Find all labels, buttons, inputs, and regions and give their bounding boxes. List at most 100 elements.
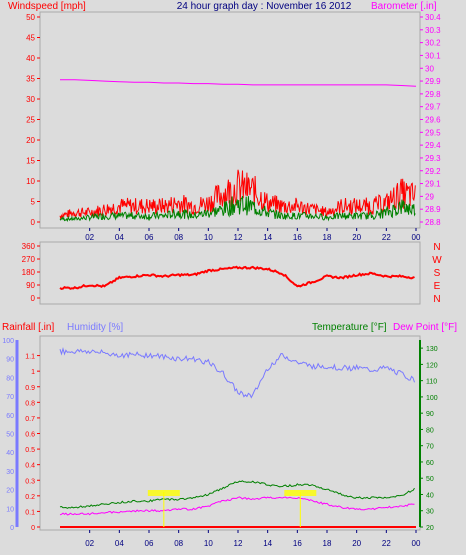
- wind-time-tick: 04: [115, 233, 124, 242]
- direction-ytick-label: 90: [26, 281, 35, 290]
- climate-time-tick: 20: [352, 539, 361, 548]
- direction-ytick-label: 180: [22, 268, 36, 277]
- rain-ytick-label: 0.5: [25, 447, 35, 454]
- baro-ytick-label: 29.7: [425, 103, 441, 112]
- chart-marks-layer: 0510152025303540455028.828.92929.129.229…: [2, 13, 442, 548]
- humidity-ytick-label: 80: [6, 375, 14, 382]
- wind-time-tick: 02: [85, 233, 94, 242]
- climate-time-tick: 22: [382, 539, 391, 548]
- direction-ytick-label: 360: [22, 242, 36, 251]
- temp-ytick-label: 50: [426, 476, 434, 483]
- baro-ytick-label: 30.4: [425, 13, 441, 22]
- baro-ytick-label: 29.2: [425, 167, 441, 176]
- baro-ytick-label: 30: [425, 64, 434, 73]
- baro-ytick-label: 29.5: [425, 128, 441, 137]
- baro-ytick-label: 30.1: [425, 51, 441, 60]
- rain-ytick-label: 0.7: [25, 416, 35, 423]
- avg-windspeed-line: [59, 196, 416, 223]
- humidity-ytick-label: 60: [6, 413, 14, 420]
- wind-panel: [39, 11, 421, 229]
- rain-ytick-label: 0.1: [25, 509, 35, 516]
- climate-time-tick: 08: [174, 539, 183, 548]
- temperature-label: Temperature [°F]: [312, 322, 387, 333]
- baro-ytick-label: 30.3: [425, 26, 441, 35]
- wind-time-tick: 08: [174, 233, 183, 242]
- event-marker-label: [147, 490, 180, 496]
- compass-label: N: [433, 294, 440, 305]
- wind-ytick-label: 10: [26, 177, 35, 186]
- event-marker-label: [284, 490, 317, 496]
- wind-time-tick: 22: [382, 233, 391, 242]
- wind-time-tick: 20: [352, 233, 361, 242]
- temp-ytick-label: 80: [426, 427, 434, 434]
- barometer-line: [60, 79, 417, 87]
- humidity-label: Humidity [%]: [67, 322, 123, 333]
- windspeed-line: [59, 169, 416, 220]
- wind-ytick-label: 50: [26, 13, 35, 22]
- baro-ytick-label: 29.3: [425, 154, 441, 163]
- humidity-ytick-label: 40: [6, 450, 14, 457]
- dewpoint-label: Dew Point [°F]: [393, 322, 457, 333]
- wind-ytick-label: 35: [26, 75, 35, 84]
- rain-ytick-label: 0: [31, 525, 35, 532]
- rain-ytick-label: 0.8: [25, 400, 35, 407]
- climate-time-tick: 16: [293, 539, 302, 548]
- wind-ytick-label: 5: [31, 198, 36, 207]
- humidity-line: [59, 347, 415, 399]
- rain-ytick-label: 0.2: [25, 494, 35, 501]
- direction-ytick-label: 270: [22, 255, 36, 264]
- compass-label: N: [433, 242, 440, 253]
- wind-time-tick: 00: [412, 233, 421, 242]
- humidity-ytick-label: 100: [2, 338, 14, 345]
- rain-ytick-label: 1.1: [25, 354, 35, 361]
- wind-time-tick: 06: [145, 233, 154, 242]
- humidity-ytick-label: 50: [6, 432, 14, 439]
- compass-label: S: [434, 268, 441, 279]
- rain-ytick-label: 0.6: [25, 432, 35, 439]
- wind-ytick-label: 0: [31, 218, 36, 227]
- climate-time-tick: 04: [115, 539, 124, 548]
- temperature-line: [59, 480, 415, 509]
- temp-ytick-label: 30: [426, 509, 434, 516]
- baro-ytick-label: 29.8: [425, 90, 441, 99]
- compass-label: W: [432, 255, 442, 266]
- windspeed-label: Windspeed [mph]: [8, 1, 86, 12]
- wind-ytick-label: 15: [26, 157, 35, 166]
- wind-time-tick: 12: [234, 233, 243, 242]
- temp-ytick-label: 90: [426, 411, 434, 418]
- wind-time-tick: 14: [263, 233, 272, 242]
- climate-time-tick: 14: [263, 539, 272, 548]
- baro-ytick-label: 30.2: [425, 39, 441, 48]
- temp-ytick-label: 130: [426, 346, 438, 353]
- temp-ytick-label: 60: [426, 460, 434, 467]
- humidity-ytick-label: 70: [6, 394, 14, 401]
- humidity-ytick-label: 30: [6, 469, 14, 476]
- graph-title: 24 hour graph day : November 16 2012: [177, 1, 352, 12]
- rain-ytick-label: 1: [31, 369, 35, 376]
- wind-ytick-label: 25: [26, 116, 35, 125]
- temp-ytick-label: 20: [426, 525, 434, 532]
- climate-time-tick: 00: [412, 539, 421, 548]
- wind-time-tick: 10: [204, 233, 213, 242]
- compass-label: E: [434, 281, 441, 292]
- baro-ytick-label: 29.1: [425, 180, 441, 189]
- wind-ytick-label: 45: [26, 34, 35, 43]
- wind-ytick-label: 40: [26, 54, 35, 63]
- baro-ytick-label: 29.9: [425, 77, 441, 86]
- direction-panel: [39, 241, 421, 305]
- temp-ytick-label: 70: [426, 444, 434, 451]
- climate-time-tick: 10: [204, 539, 213, 548]
- temp-ytick-label: 120: [426, 362, 438, 369]
- rain-ytick-label: 0.9: [25, 385, 35, 392]
- baro-ytick-label: 28.8: [425, 218, 441, 227]
- climate-time-tick: 12: [234, 539, 243, 548]
- baro-ytick-label: 29: [425, 192, 434, 201]
- humidity-ytick-label: 10: [6, 506, 14, 513]
- baro-ytick-label: 29.4: [425, 141, 441, 150]
- climate-time-tick: 02: [85, 539, 94, 548]
- wind-direction-line: [59, 265, 415, 290]
- humidity-ytick-label: 0: [10, 525, 14, 532]
- wind-ytick-label: 20: [26, 136, 35, 145]
